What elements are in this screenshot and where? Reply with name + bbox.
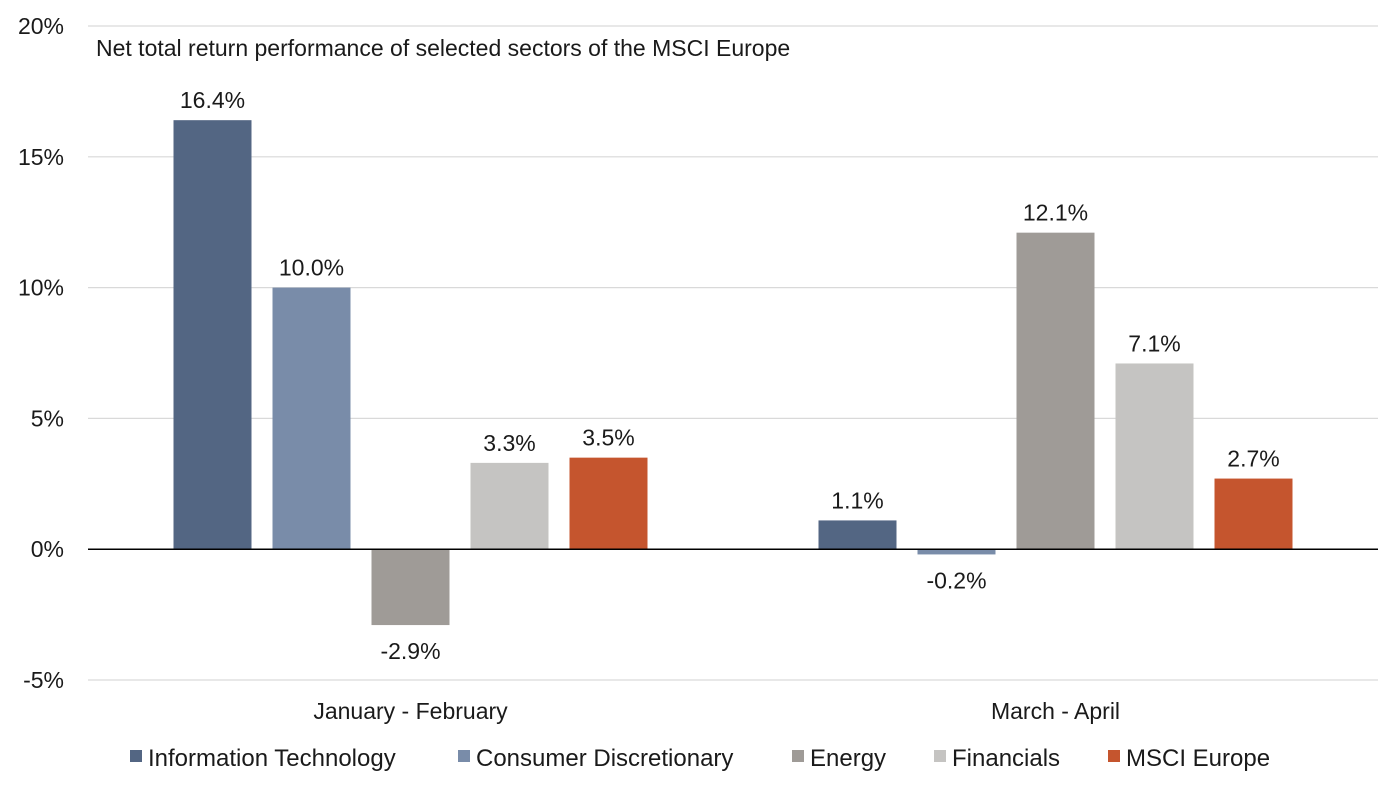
y-axis-ticks: -5% 0% 5% 10% 15% 20% [18, 13, 64, 693]
bar [818, 520, 897, 550]
legend-label: Information Technology [148, 745, 396, 772]
y-tick-label: 15% [18, 144, 64, 170]
data-label: 7.1% [1128, 330, 1180, 356]
bar [371, 549, 450, 626]
chart-title: Net total return performance of selected… [96, 35, 790, 61]
y-tick-label: 0% [31, 536, 64, 562]
x-axis-categories: January - February March - April [313, 698, 1120, 724]
legend-swatch [130, 750, 142, 762]
bar [272, 287, 351, 550]
data-labels: 16.4% 10.0% -2.9% 3.3% 3.5% 1.1% -0.2% 12.1% 7.1… [180, 87, 1280, 664]
y-tick-label: 10% [18, 275, 64, 301]
data-label: 3.3% [483, 430, 535, 456]
data-label: -2.9% [380, 638, 440, 664]
legend: Information Technology Consumer Discretio… [130, 745, 1270, 772]
y-tick-label: 5% [31, 405, 64, 431]
data-label: 12.1% [1023, 200, 1088, 226]
legend-swatch [934, 750, 946, 762]
bar [917, 549, 996, 555]
x-category-label: March - April [991, 698, 1120, 724]
data-label: 16.4% [180, 87, 245, 113]
legend-label: Energy [810, 745, 886, 772]
bar [1214, 478, 1293, 550]
bar [569, 457, 648, 550]
x-category-label: January - February [313, 698, 508, 724]
bars [173, 120, 1293, 626]
bar [173, 120, 252, 550]
legend-label: MSCI Europe [1126, 745, 1270, 772]
legend-swatch [1108, 750, 1120, 762]
y-tick-label: -5% [23, 667, 64, 693]
data-label: 3.5% [582, 425, 634, 451]
data-label: 1.1% [831, 487, 883, 513]
y-tick-label: 20% [18, 13, 64, 39]
legend-label: Consumer Discretionary [476, 745, 733, 772]
legend-swatch [792, 750, 804, 762]
bar [1115, 363, 1194, 550]
data-label: 2.7% [1227, 446, 1279, 472]
bar [470, 462, 549, 550]
legend-swatch [458, 750, 470, 762]
data-label: 10.0% [279, 255, 344, 281]
bar [1016, 232, 1095, 550]
legend-label: Financials [952, 745, 1060, 772]
data-label: -0.2% [926, 567, 986, 593]
